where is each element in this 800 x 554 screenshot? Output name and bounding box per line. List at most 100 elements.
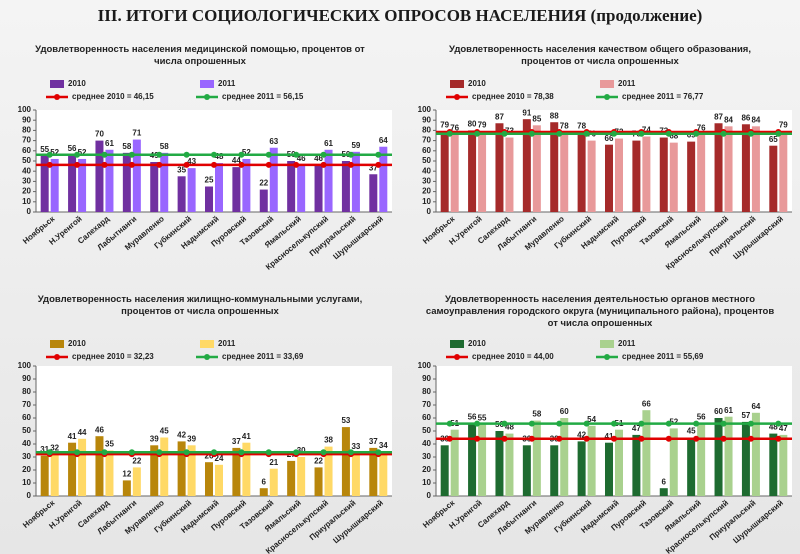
legend-swatch	[450, 80, 464, 88]
mean-marker	[128, 151, 135, 158]
mean-marker	[183, 161, 190, 168]
data-label: 24	[215, 454, 224, 463]
mean-marker	[128, 161, 135, 168]
data-label: 65	[769, 135, 778, 144]
y-tick-label: 50	[22, 156, 31, 165]
mean-marker	[611, 435, 617, 442]
data-label: 86	[741, 113, 750, 122]
bar	[351, 453, 360, 496]
mean-marker	[128, 449, 135, 456]
data-label: 55	[40, 145, 49, 154]
mean-marker	[183, 449, 190, 456]
data-label: 76	[697, 124, 706, 133]
y-tick-label: 0	[427, 207, 432, 216]
chart-title: Удовлетворенность населения медицинской …	[35, 44, 365, 67]
chart-title: Удовлетворенность населения жилищно-комм…	[37, 294, 363, 317]
y-tick-label: 60	[422, 413, 431, 422]
y-tick-label: 80	[422, 387, 431, 396]
y-tick-label: 40	[22, 439, 31, 448]
bar	[50, 158, 59, 212]
bar	[577, 132, 586, 212]
mean-marker	[775, 420, 782, 427]
data-label: 22	[259, 179, 268, 188]
y-tick-label: 10	[22, 478, 31, 487]
mean-marker	[665, 435, 672, 442]
y-tick-label: 20	[22, 187, 31, 196]
data-label: 42	[177, 431, 186, 440]
mean-marker	[101, 151, 108, 158]
mean-marker	[320, 161, 327, 168]
bar	[287, 161, 296, 212]
mean-marker	[265, 449, 272, 456]
mean-marker	[238, 151, 245, 158]
mean-marker	[293, 449, 300, 456]
data-label: 31	[40, 445, 49, 454]
data-label: 58	[532, 410, 541, 419]
data-label: 48	[505, 423, 514, 432]
bar	[215, 464, 223, 496]
bar	[369, 174, 378, 212]
chart: 0102030405060708090100395650393942414764…	[418, 339, 792, 554]
data-label: 37	[232, 437, 241, 446]
mean-marker	[720, 420, 727, 427]
y-tick-label: 90	[422, 374, 431, 383]
bar	[187, 445, 196, 496]
bar	[779, 434, 788, 496]
mean-marker	[611, 130, 617, 137]
bar	[68, 442, 77, 496]
data-label: 46	[314, 154, 323, 163]
y-tick-label: 50	[422, 426, 431, 435]
bar	[160, 437, 169, 496]
mean-marker	[265, 161, 272, 168]
mean-marker	[238, 161, 245, 168]
bar	[232, 447, 241, 496]
bar	[242, 158, 251, 212]
legend-marker	[454, 94, 460, 100]
y-tick-label: 100	[18, 105, 32, 114]
data-label: 46	[95, 425, 104, 434]
x-tick-label: Шурышкарский	[731, 498, 785, 545]
data-label: 44	[232, 156, 241, 165]
legend-label: среднее 2010 = 32,23	[72, 352, 154, 361]
data-label: 70	[95, 130, 104, 139]
y-tick-label: 100	[418, 361, 432, 370]
bar	[242, 442, 251, 496]
data-label: 87	[495, 112, 504, 121]
y-tick-label: 10	[422, 197, 431, 206]
data-label: 35	[177, 165, 186, 174]
page-title: III. ИТОГИ СОЦИОЛОГИЧЕСКИХ ОПРОСОВ НАСЕЛ…	[97, 6, 703, 25]
legend-label: 2010	[68, 339, 86, 348]
mean-marker	[556, 130, 563, 137]
data-label: 79	[779, 121, 788, 130]
data-label: 42	[577, 431, 586, 440]
chart-title: Удовлетворенность населения качеством об…	[449, 44, 751, 67]
y-tick-label: 10	[422, 478, 431, 487]
data-label: 34	[379, 441, 388, 450]
y-tick-label: 10	[22, 197, 31, 206]
bar	[122, 480, 131, 496]
mean-marker	[46, 161, 53, 168]
legend-swatch	[50, 80, 64, 88]
mean-marker	[156, 449, 163, 456]
bar	[314, 165, 323, 212]
y-tick-label: 0	[27, 491, 32, 500]
bar	[150, 162, 159, 212]
mean-marker	[747, 420, 754, 427]
mean-marker	[638, 435, 645, 442]
mean-marker	[693, 420, 700, 427]
bar	[687, 141, 696, 212]
legend-marker	[204, 354, 210, 360]
mean-marker	[265, 151, 272, 158]
data-label: 33	[351, 442, 360, 451]
x-tick-label: Шурышкарский	[331, 214, 385, 261]
bar	[587, 425, 596, 496]
data-label: 64	[379, 136, 388, 145]
data-label: 61	[724, 406, 733, 415]
bar	[632, 434, 641, 496]
bar	[105, 149, 114, 212]
y-tick-label: 70	[422, 136, 431, 145]
mean-marker	[211, 151, 217, 158]
data-label: 22	[314, 457, 323, 466]
legend-label: среднее 2010 = 46,15	[72, 92, 154, 101]
mean-marker	[693, 435, 700, 442]
